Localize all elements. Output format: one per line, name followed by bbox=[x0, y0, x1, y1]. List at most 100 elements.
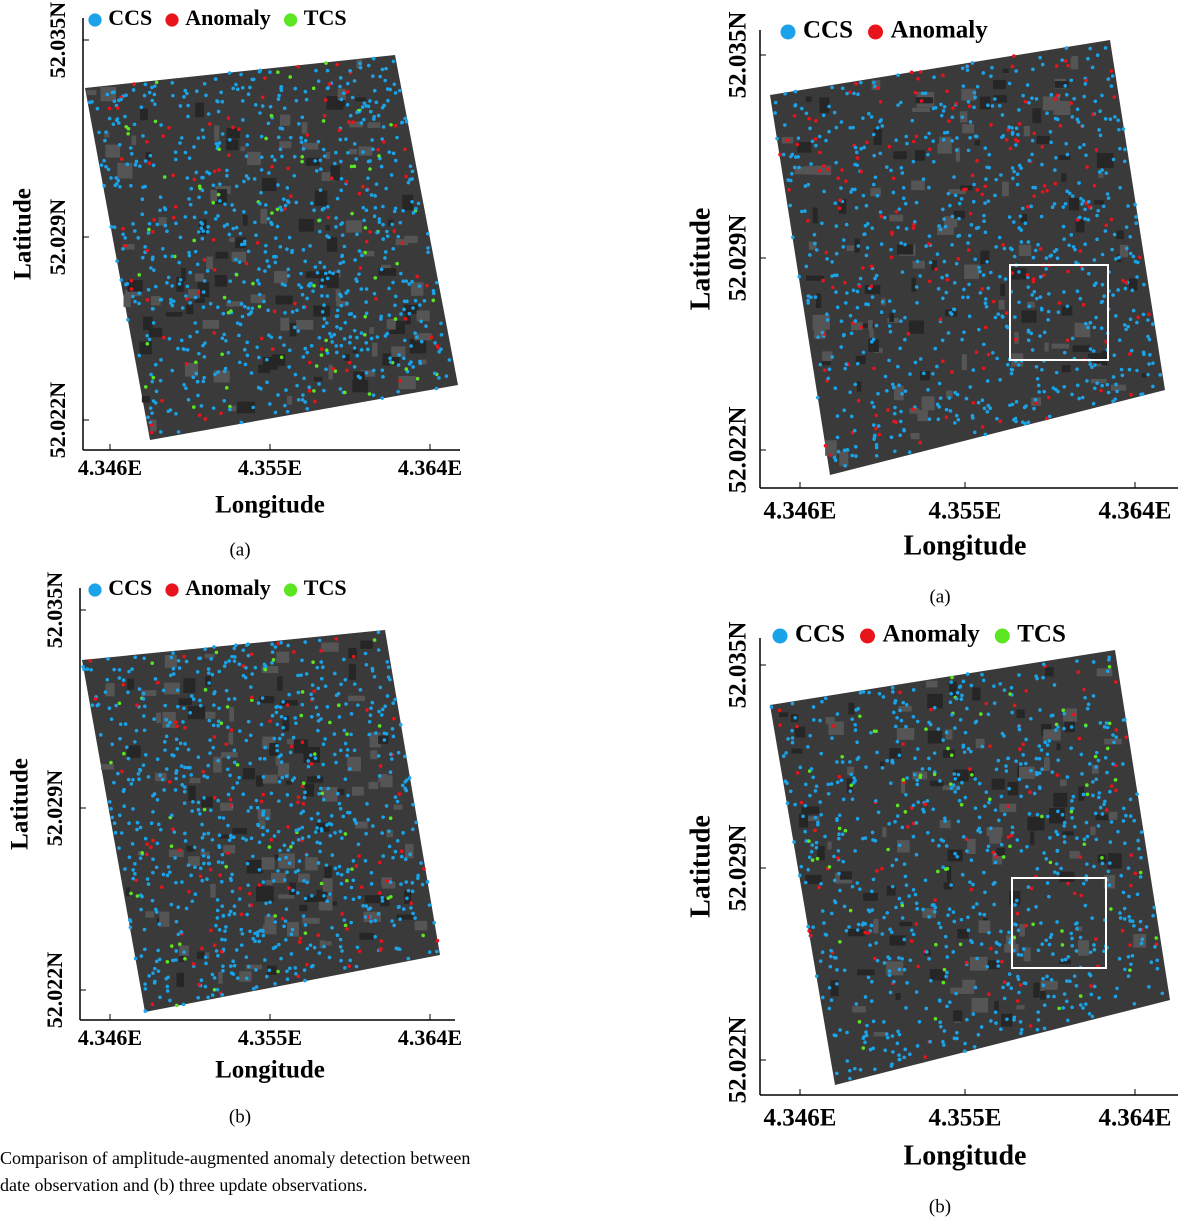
point-texture bbox=[167, 780, 172, 784]
image-texture bbox=[393, 804, 403, 810]
point-texture bbox=[320, 310, 325, 314]
point-texture bbox=[201, 135, 206, 140]
point-texture bbox=[257, 292, 262, 297]
point-texture bbox=[1098, 805, 1103, 810]
point-texture bbox=[418, 359, 422, 364]
point-texture bbox=[971, 905, 976, 910]
point-texture bbox=[201, 854, 206, 858]
point-texture bbox=[295, 308, 299, 313]
point-texture bbox=[848, 1068, 852, 1073]
point-texture bbox=[858, 276, 863, 281]
point-texture bbox=[138, 768, 143, 773]
point-texture bbox=[376, 630, 381, 635]
point-texture bbox=[210, 972, 215, 977]
point-texture bbox=[993, 97, 997, 101]
point-texture bbox=[327, 955, 332, 960]
point-texture bbox=[310, 696, 315, 701]
point-texture bbox=[871, 1046, 876, 1051]
point-texture bbox=[244, 955, 249, 959]
point-texture bbox=[1086, 271, 1091, 276]
point-texture bbox=[201, 848, 205, 853]
point-texture bbox=[202, 375, 206, 380]
point-texture bbox=[1008, 246, 1013, 251]
point-texture bbox=[900, 825, 905, 830]
point-texture bbox=[987, 992, 991, 996]
point-texture bbox=[885, 758, 889, 763]
point-texture bbox=[374, 731, 378, 735]
point-texture bbox=[861, 266, 865, 270]
point-texture bbox=[1018, 747, 1022, 751]
point-texture bbox=[931, 160, 936, 164]
image-texture bbox=[797, 142, 812, 153]
point-texture bbox=[840, 755, 844, 759]
point-texture bbox=[334, 216, 338, 220]
point-texture bbox=[292, 650, 296, 654]
point-texture bbox=[169, 944, 174, 948]
image-texture bbox=[822, 351, 833, 361]
point-texture bbox=[198, 866, 203, 871]
point-texture bbox=[941, 839, 946, 843]
point-texture bbox=[1004, 138, 1009, 142]
point-texture bbox=[1092, 947, 1097, 952]
point-texture bbox=[856, 398, 861, 403]
point-texture bbox=[145, 842, 150, 846]
image-texture bbox=[198, 219, 208, 235]
point-texture bbox=[213, 77, 218, 81]
point-texture bbox=[1088, 46, 1092, 51]
point-texture bbox=[826, 376, 831, 381]
point-texture bbox=[902, 967, 907, 972]
point-texture bbox=[290, 248, 294, 253]
point-texture bbox=[299, 136, 303, 140]
point-texture bbox=[413, 298, 418, 303]
point-texture bbox=[961, 743, 966, 748]
point-texture bbox=[277, 93, 281, 98]
point-texture bbox=[1108, 861, 1112, 865]
point-texture bbox=[121, 247, 125, 251]
point-texture bbox=[965, 706, 969, 711]
point-texture bbox=[1086, 218, 1091, 222]
point-texture bbox=[797, 165, 801, 170]
point-texture bbox=[296, 398, 301, 402]
image-texture bbox=[1053, 100, 1071, 116]
image-texture bbox=[931, 260, 937, 271]
point-texture bbox=[1115, 986, 1119, 991]
point-texture bbox=[372, 674, 377, 679]
point-texture bbox=[887, 973, 892, 977]
point-texture bbox=[875, 869, 879, 873]
image-texture bbox=[188, 785, 196, 801]
image-texture bbox=[321, 941, 332, 946]
point-texture bbox=[987, 152, 992, 157]
point-texture bbox=[216, 798, 220, 803]
point-texture bbox=[1124, 225, 1129, 229]
point-texture bbox=[387, 313, 392, 318]
point-texture bbox=[882, 1020, 886, 1024]
point-texture bbox=[244, 838, 248, 842]
point-texture bbox=[222, 398, 227, 403]
point-texture bbox=[989, 946, 993, 951]
point-texture bbox=[216, 723, 220, 728]
point-texture bbox=[382, 731, 387, 736]
point-texture bbox=[257, 304, 262, 309]
point-texture bbox=[973, 777, 978, 781]
image-texture bbox=[1096, 668, 1113, 677]
point-texture bbox=[201, 290, 206, 294]
image-texture bbox=[164, 654, 177, 668]
point-texture bbox=[287, 235, 292, 240]
point-texture bbox=[1105, 669, 1110, 674]
point-texture bbox=[273, 982, 277, 986]
point-texture bbox=[849, 783, 854, 788]
point-texture bbox=[270, 642, 274, 647]
point-texture bbox=[418, 303, 422, 307]
point-texture bbox=[1021, 206, 1025, 211]
point-texture bbox=[313, 756, 318, 760]
point-texture bbox=[869, 340, 874, 344]
point-texture bbox=[1095, 381, 1100, 385]
point-texture bbox=[167, 336, 172, 341]
point-texture bbox=[380, 137, 384, 141]
point-texture bbox=[386, 675, 391, 679]
point-texture bbox=[992, 684, 996, 688]
image-texture bbox=[240, 146, 246, 152]
point-texture bbox=[1008, 940, 1012, 945]
point-texture bbox=[940, 338, 945, 343]
point-texture bbox=[165, 873, 170, 878]
